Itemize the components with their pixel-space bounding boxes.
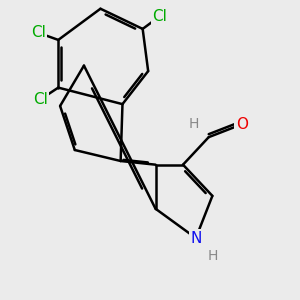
- Text: H: H: [189, 117, 199, 131]
- Text: Cl: Cl: [31, 25, 46, 40]
- Text: O: O: [236, 117, 248, 132]
- Text: H: H: [207, 249, 218, 263]
- Text: N: N: [190, 231, 202, 246]
- Text: Cl: Cl: [33, 92, 48, 107]
- Text: Cl: Cl: [152, 9, 167, 24]
